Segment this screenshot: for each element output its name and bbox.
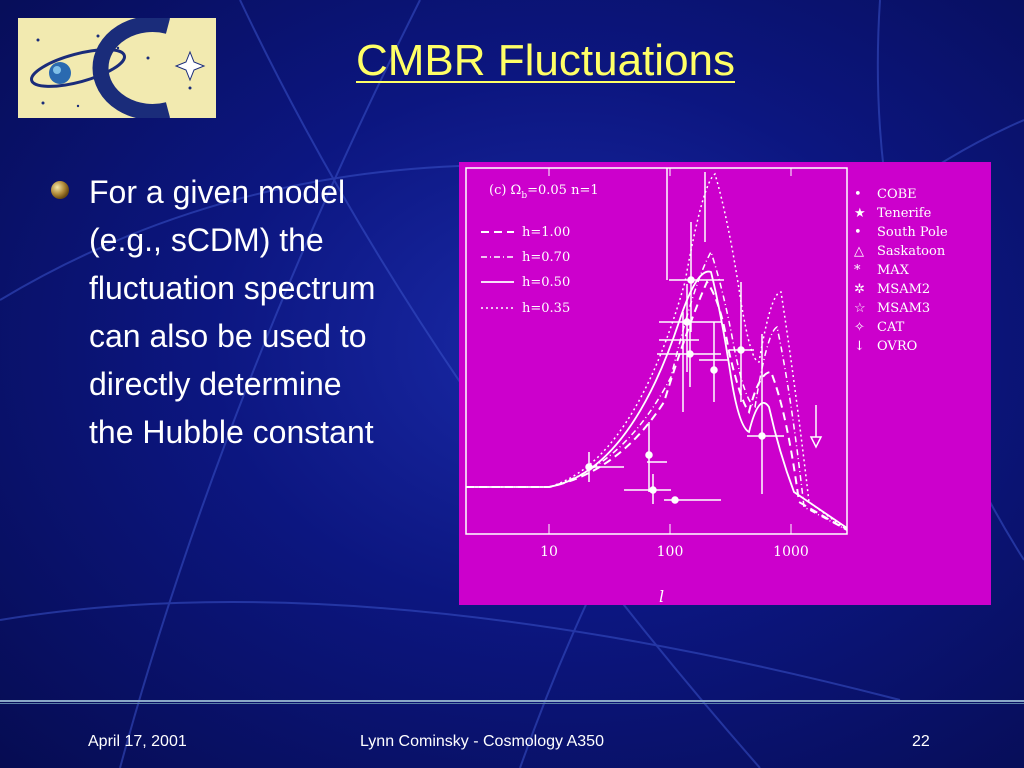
curve-h070 <box>466 250 848 531</box>
plot-frame <box>465 167 848 535</box>
cmbr-power-spectrum-figure: (c) Ωb=0.05 n=1 h=1.00 h=0.70 h=0.50 h=0… <box>459 162 991 605</box>
data-legend-marker: ★ <box>854 206 866 221</box>
panel-label: (c) Ωb=0.05 n=1 <box>489 183 599 201</box>
curve-h050 <box>466 270 848 529</box>
data-legend-item: Saskatoon <box>877 244 946 259</box>
figure-background <box>459 162 991 605</box>
bullet-icon <box>51 181 69 199</box>
x-tick-labels: 10 100 1000 <box>540 544 809 560</box>
data-legend-marker: ☆ <box>854 301 866 316</box>
slide-title: CMBR Fluctuations <box>356 36 736 85</box>
x-axis-label: l <box>659 587 664 605</box>
data-legend-item: MSAM2 <box>877 282 930 297</box>
data-legend-item: MAX <box>877 263 910 278</box>
data-legend-marker: ↓ <box>854 339 865 354</box>
model-legend-item: h=0.35 <box>522 301 570 316</box>
data-legend-marker: ✲ <box>854 282 865 297</box>
data-legend: • COBE ★ Tenerife • South Pole △ Saskatoon *… <box>854 187 948 354</box>
x-tick-label: 1000 <box>773 544 809 560</box>
data-legend-item: MSAM3 <box>877 301 930 316</box>
model-legend-lines <box>481 231 514 309</box>
course-logo <box>18 18 216 118</box>
data-legend-marker: • <box>854 187 862 202</box>
footer-date: April 17, 2001 <box>88 733 187 750</box>
x-tick-label: 100 <box>657 544 684 560</box>
data-legend-marker: * <box>854 263 861 278</box>
model-legend-item: h=0.70 <box>522 250 570 265</box>
data-legend-item: Tenerife <box>877 206 932 221</box>
model-legend-item: h=1.00 <box>522 225 570 240</box>
slide-number: 22 <box>912 733 930 750</box>
data-legend-item: COBE <box>877 187 917 202</box>
footer-divider <box>0 700 1024 702</box>
data-legend-item: South Pole <box>877 225 948 240</box>
model-legend: h=1.00 h=0.70 h=0.50 h=0.35 <box>522 225 570 316</box>
x-tick-label: 10 <box>540 544 558 560</box>
data-legend-marker: △ <box>854 244 864 259</box>
footer-divider-secondary <box>0 703 1024 704</box>
curve-h100 <box>466 279 848 531</box>
curve-h035 <box>466 172 848 531</box>
model-curves <box>466 172 848 531</box>
axis-ticks <box>548 168 792 534</box>
data-legend-item: CAT <box>877 320 905 335</box>
data-legend-marker: • <box>854 225 862 240</box>
bullet-text: For a given model (e.g., sCDM) the fluct… <box>89 174 376 450</box>
data-legend-item: OVRO <box>877 339 917 354</box>
data-legend-marker: ✧ <box>854 320 865 335</box>
footer-presenter: Lynn Cominsky - Cosmology A350 <box>360 733 604 750</box>
data-points <box>585 168 823 504</box>
model-legend-item: h=0.50 <box>522 275 570 290</box>
